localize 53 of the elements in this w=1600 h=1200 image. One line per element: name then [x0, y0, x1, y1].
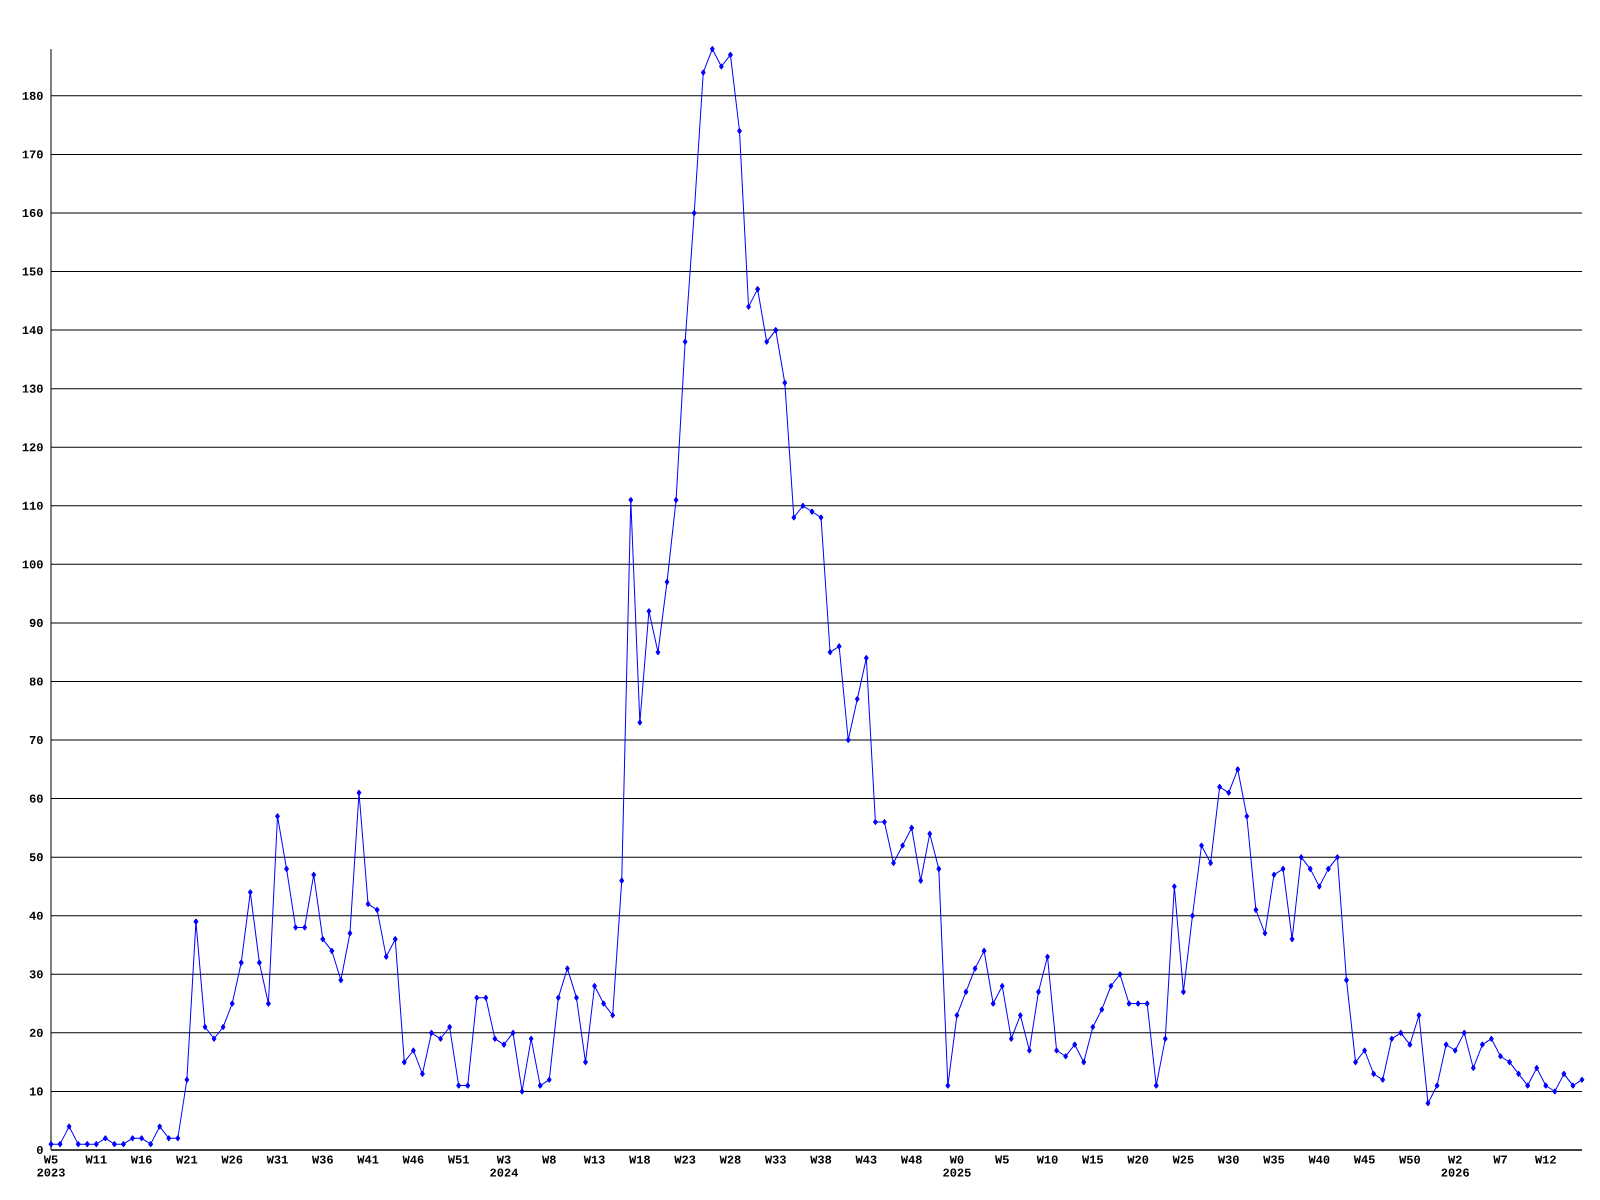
x-tick-label: W16 — [130, 1155, 152, 1164]
x-tick-label: W40 — [1308, 1155, 1330, 1164]
x-tick-label: W43 — [855, 1155, 877, 1164]
x-tick-label: W2 2026 — [1441, 1155, 1469, 1177]
y-tick-label: 60 — [29, 794, 43, 803]
x-tick-label: W51 — [447, 1155, 469, 1164]
y-tick-label: 130 — [22, 384, 43, 393]
x-tick-label: W5 2023 — [37, 1155, 65, 1177]
y-tick-label: 80 — [29, 677, 43, 686]
x-tick-label: W11 — [85, 1155, 107, 1164]
y-tick-label: 120 — [22, 443, 43, 452]
x-tick-label: W46 — [402, 1155, 424, 1164]
x-tick-label: W41 — [357, 1155, 379, 1164]
y-tick-label: 90 — [29, 618, 43, 627]
y-tick-label: 30 — [29, 970, 43, 979]
x-tick-label: W33 — [764, 1155, 786, 1164]
x-tick-label: W23 — [674, 1155, 696, 1164]
x-tick-label: W21 — [176, 1155, 198, 1164]
y-tick-label: 70 — [29, 735, 43, 745]
x-tick-label: W26 — [221, 1155, 243, 1164]
y-tick-label: 40 — [29, 911, 43, 920]
x-tick-label: W5 — [995, 1155, 1009, 1164]
y-tick-label: 110 — [22, 501, 43, 510]
x-tick-label: W8 — [542, 1155, 556, 1164]
x-tick-label: W15 — [1082, 1155, 1103, 1164]
y-tick-label: 150 — [22, 267, 43, 276]
x-tick-label: W18 — [629, 1155, 651, 1164]
x-tick-label: W35 — [1263, 1155, 1285, 1164]
y-tick-label: 0 — [36, 1145, 43, 1155]
y-tick-label: 10 — [29, 1087, 43, 1096]
x-tick-label: W20 — [1127, 1155, 1149, 1164]
y-tick-label: 20 — [29, 1028, 43, 1037]
x-tick-label: W50 — [1399, 1155, 1420, 1164]
x-tick-label: W25 — [1172, 1155, 1194, 1164]
x-tick-label: W28 — [719, 1155, 741, 1164]
x-tick-label: W10 — [1036, 1155, 1058, 1164]
x-tick-label: W31 — [266, 1155, 288, 1164]
x-tick-label: W7 — [1493, 1155, 1507, 1164]
x-tick-label: W30 — [1217, 1155, 1239, 1164]
y-tick-label: 180 — [22, 91, 43, 100]
y-tick-label: 50 — [29, 853, 43, 862]
x-tick-label: W13 — [583, 1155, 605, 1164]
x-tick-label: W0 2025 — [943, 1155, 971, 1177]
y-tick-label: 140 — [22, 326, 43, 335]
y-tick-label: 100 — [22, 560, 43, 569]
x-tick-label: W45 — [1353, 1155, 1375, 1164]
x-tick-label: W36 — [311, 1155, 333, 1164]
y-tick-label: 160 — [22, 208, 43, 218]
x-tick-label: W38 — [810, 1155, 832, 1164]
x-tick-label: W3 2024 — [490, 1155, 518, 1177]
y-tick-label: 170 — [22, 150, 43, 159]
x-tick-label: W12 — [1534, 1155, 1556, 1164]
x-tick-label: W48 — [900, 1155, 922, 1164]
